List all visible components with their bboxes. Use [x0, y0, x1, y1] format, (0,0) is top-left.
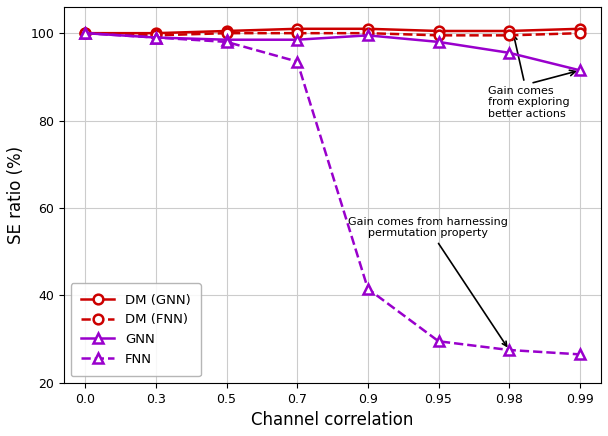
GNN	[152, 35, 159, 40]
DM (GNN)	[152, 31, 159, 36]
Line: FNN: FNN	[80, 28, 585, 359]
GNN	[576, 68, 584, 73]
DM (GNN)	[364, 26, 371, 31]
Legend: DM (GNN), DM (FNN), GNN, FNN: DM (GNN), DM (FNN), GNN, FNN	[71, 283, 201, 376]
DM (FNN)	[294, 31, 301, 36]
DM (GNN)	[294, 26, 301, 31]
Line: GNN: GNN	[80, 28, 585, 75]
Y-axis label: SE ratio (%): SE ratio (%)	[7, 146, 25, 244]
DM (GNN)	[435, 28, 442, 34]
FNN	[152, 35, 159, 40]
FNN	[435, 339, 442, 344]
FNN	[294, 59, 301, 64]
FNN	[81, 31, 89, 36]
DM (GNN)	[506, 28, 513, 34]
DM (FNN)	[506, 33, 513, 38]
FNN	[223, 39, 230, 44]
DM (GNN)	[81, 31, 89, 36]
GNN	[294, 37, 301, 42]
FNN	[364, 286, 371, 291]
GNN	[435, 39, 442, 44]
Line: DM (FNN): DM (FNN)	[80, 28, 585, 40]
Text: Gain comes
from exploring
better actions: Gain comes from exploring better actions	[488, 35, 570, 119]
GNN	[223, 37, 230, 42]
DM (FNN)	[81, 31, 89, 36]
DM (GNN)	[576, 26, 584, 31]
Text: Gain comes from harnessing
permutation property: Gain comes from harnessing permutation p…	[348, 217, 508, 346]
DM (FNN)	[223, 31, 230, 36]
GNN	[506, 50, 513, 55]
DM (FNN)	[364, 31, 371, 36]
DM (FNN)	[576, 31, 584, 36]
DM (FNN)	[435, 33, 442, 38]
FNN	[506, 347, 513, 353]
DM (GNN)	[223, 28, 230, 34]
GNN	[81, 31, 89, 36]
GNN	[364, 33, 371, 38]
FNN	[576, 352, 584, 357]
DM (FNN)	[152, 33, 159, 38]
X-axis label: Channel correlation: Channel correlation	[251, 411, 414, 429]
Line: DM (GNN): DM (GNN)	[80, 24, 585, 38]
